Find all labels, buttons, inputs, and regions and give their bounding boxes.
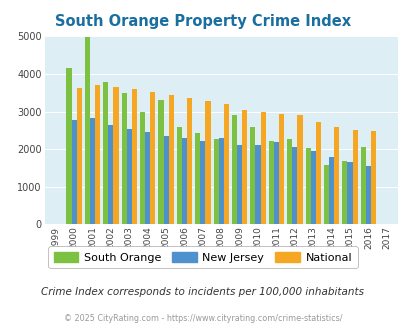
Bar [163,136,168,224]
Bar [223,104,228,224]
Bar [305,148,310,224]
Bar [200,141,205,224]
Bar [360,147,365,224]
Bar [126,129,132,224]
Bar [333,127,339,224]
Bar [292,147,297,224]
Bar [85,37,90,224]
Bar [140,112,145,224]
Text: © 2025 CityRating.com - https://www.cityrating.com/crime-statistics/: © 2025 CityRating.com - https://www.city… [64,314,341,323]
Bar [297,115,302,224]
Bar [242,110,247,224]
Bar [71,120,77,224]
Bar [132,89,136,224]
Bar [108,125,113,224]
Bar [205,101,210,224]
Bar [158,100,163,224]
Text: South Orange Property Crime Index: South Orange Property Crime Index [55,14,350,29]
Bar [341,161,347,224]
Bar [121,93,126,224]
Bar [286,139,292,224]
Bar [103,82,108,224]
Bar [231,115,237,224]
Bar [328,157,333,224]
Bar [181,138,187,224]
Bar [113,87,118,224]
Bar [278,114,284,224]
Bar [237,145,242,224]
Bar [260,112,265,224]
Bar [145,132,150,224]
Bar [213,139,218,224]
Bar [347,162,352,224]
Bar [195,133,200,224]
Bar [323,165,328,224]
Bar [365,166,370,224]
Bar [352,130,357,224]
Bar [255,146,260,224]
Bar [268,141,273,224]
Bar [150,92,155,224]
Bar [250,127,255,224]
Bar [90,117,95,224]
Bar [370,131,375,224]
Bar [310,151,315,224]
Bar [77,88,82,224]
Bar [273,142,278,224]
Text: Crime Index corresponds to incidents per 100,000 inhabitants: Crime Index corresponds to incidents per… [41,287,364,297]
Bar [315,122,320,224]
Bar [66,68,71,224]
Bar [176,127,181,224]
Bar [187,98,192,224]
Legend: South Orange, New Jersey, National: South Orange, New Jersey, National [48,247,357,268]
Bar [168,95,173,224]
Bar [95,85,100,224]
Bar [218,138,223,224]
